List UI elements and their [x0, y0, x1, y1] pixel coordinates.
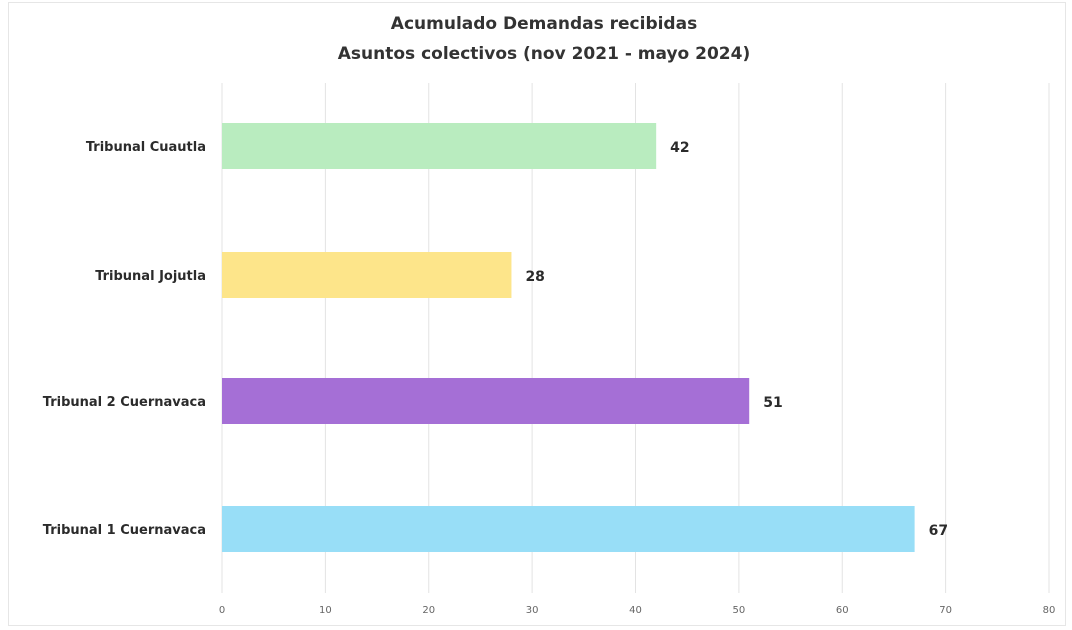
- x-tick-label: 80: [1043, 605, 1056, 616]
- category-labels: Tribunal Cuautla Tribunal Jojutla Tribunal…: [43, 140, 206, 538]
- data-label: 28: [525, 269, 544, 285]
- data-label: 51: [763, 395, 782, 411]
- bar: [222, 378, 750, 424]
- value-labels: 42 28 51 67: [525, 140, 948, 539]
- chart-subtitle: Asuntos colectivos (nov 2021 - mayo 2024…: [338, 44, 750, 64]
- x-tick-labels: 0 10 20 30 40 50 60 70 80: [219, 605, 1056, 616]
- x-tick-label: 20: [422, 605, 435, 616]
- x-tick-label: 70: [939, 605, 952, 616]
- x-tick-label: 10: [319, 605, 332, 616]
- bars-layer: [222, 123, 915, 552]
- x-tick-label: 0: [219, 605, 225, 616]
- x-tick-label: 60: [836, 605, 849, 616]
- bar: [222, 252, 512, 298]
- x-tick-label: 40: [629, 605, 642, 616]
- category-label: Tribunal Jojutla: [95, 269, 206, 284]
- chart-title: Acumulado Demandas recibidas: [391, 14, 697, 34]
- category-label: Tribunal Cuautla: [86, 140, 206, 155]
- x-tick-label: 30: [526, 605, 539, 616]
- chart-frame: Acumulado Demandas recibidas Asuntos col…: [8, 2, 1066, 626]
- data-label: 42: [670, 140, 689, 156]
- category-label: Tribunal 2 Cuernavaca: [43, 395, 206, 410]
- x-tick-label: 50: [733, 605, 746, 616]
- data-label: 67: [929, 523, 948, 539]
- bar: [222, 123, 657, 169]
- category-label: Tribunal 1 Cuernavaca: [43, 523, 206, 538]
- bar: [222, 506, 915, 552]
- bar-chart: Acumulado Demandas recibidas Asuntos col…: [43, 14, 1056, 616]
